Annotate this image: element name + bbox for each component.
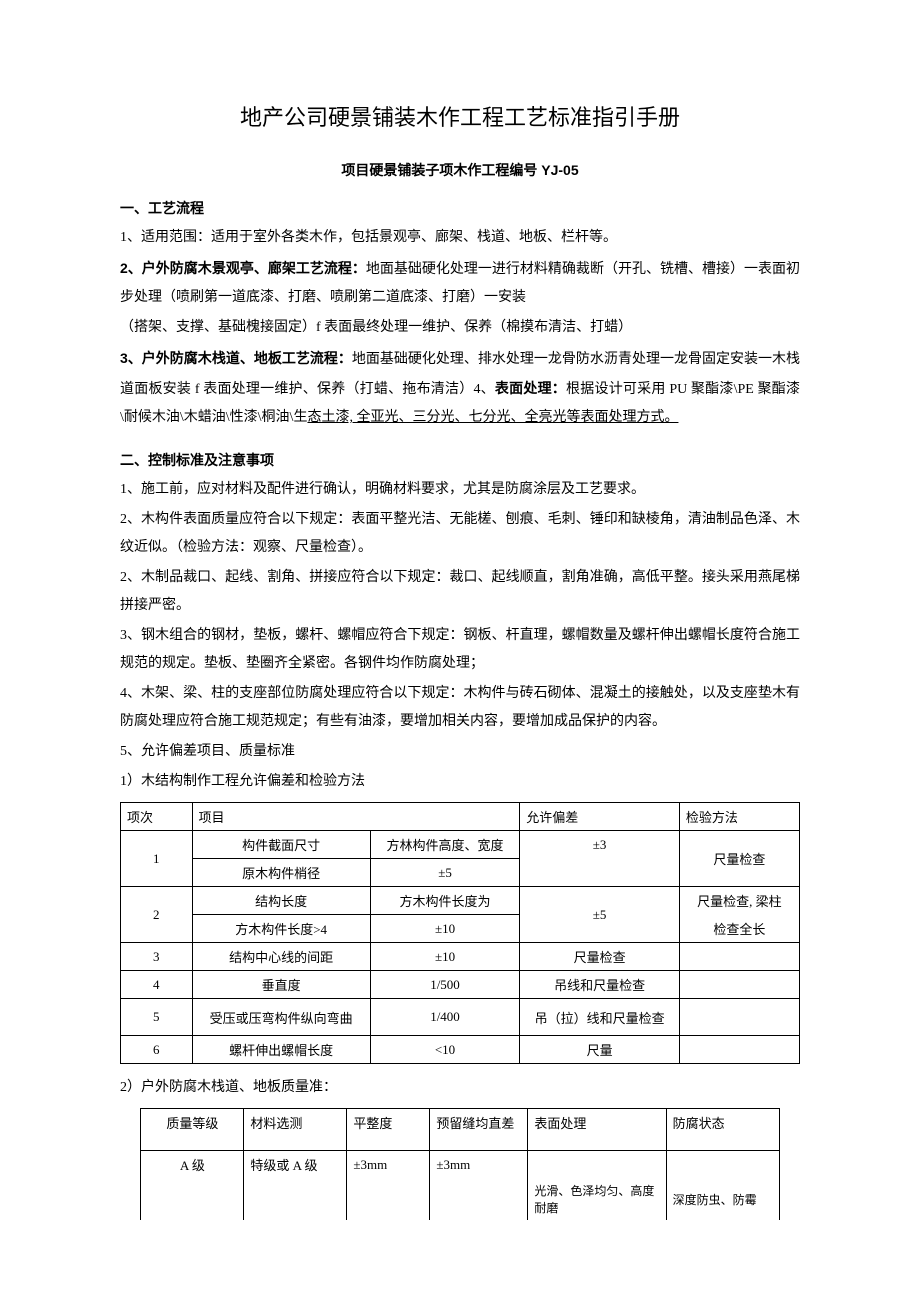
s2-p5: 5、允许偏差项目、质量标准 [120, 738, 800, 766]
table-row: 4 垂直度 1/500 吊线和尺量检查 [121, 971, 800, 999]
cell: 垂直度 [192, 971, 370, 999]
s2-p2b: 2、木制品裁口、起线、割角、拼接应符合以下规定：裁口、起线顺直，割角准确，高低平… [120, 564, 800, 620]
cell: 受压或压弯构件纵向弯曲 [192, 999, 370, 1036]
s1-p3: 3、户外防腐木栈道、地板工艺流程：地面基础硬化处理、排水处理一龙骨防水沥青处理一… [120, 344, 800, 432]
cell [666, 1151, 779, 1179]
table-row: 项次 项目 允许偏差 检验方法 [121, 803, 800, 831]
table-row: 6 螺杆伸出螺帽长度 <10 尺量 [121, 1036, 800, 1064]
cell: A 级 [141, 1151, 244, 1179]
cell [679, 1036, 799, 1064]
th-seq: 项次 [121, 803, 193, 831]
th: 质量等级 [141, 1109, 244, 1151]
cell [520, 859, 680, 887]
s1-p3c: 表面处理： [495, 380, 566, 396]
cell: 尺量检查, 梁柱 [679, 887, 799, 915]
s2-p2: 2、木构件表面质量应符合以下规定：表面平整光洁、无能槎、刨痕、毛刺、锤印和缺棱角… [120, 506, 800, 562]
cell [679, 999, 799, 1036]
cell: 方林构件高度、宽度 [370, 831, 520, 859]
table-row: A 级 特级或 A 级 ±3mm ±3mm [141, 1151, 779, 1179]
cell: 结构中心线的间距 [192, 943, 370, 971]
cell: 结构长度 [192, 887, 370, 915]
table-2: 质量等级 材料选测 平整度 预留缝均直差 表面处理 防腐状态 A 级 特级或 A… [140, 1108, 779, 1220]
th: 防腐状态 [666, 1109, 779, 1151]
cell: 吊线和尺量检查 [520, 971, 680, 999]
cell: ±10 [370, 943, 520, 971]
cell [679, 971, 799, 999]
s1-p3e: 态土漆, 全亚光、三分光、七分光、全亮光等表面处理方式。 [307, 410, 678, 425]
cell: 尺量检查 [520, 943, 680, 971]
cell [528, 1151, 666, 1179]
table-row: 1 构件截面尺寸 方林构件高度、宽度 ±3 尺量检查 [121, 831, 800, 859]
s1-p2-label: 2、户外防腐木景观亭、廊架工艺流程： [120, 260, 366, 276]
table-1: 项次 项目 允许偏差 检验方法 1 构件截面尺寸 方林构件高度、宽度 ±3 尺量… [120, 802, 800, 1064]
s2-p4: 4、木架、梁、柱的支座部位防腐处理应符合以下规定：木构件与砖石砌体、混凝土的接触… [120, 680, 800, 736]
table-row: 3 结构中心线的间距 ±10 尺量检查 [121, 943, 800, 971]
cell: ±10 [370, 915, 520, 943]
cell: 原木构件梢径 [192, 859, 370, 887]
cell: 1/400 [370, 999, 520, 1036]
cell: 1/500 [370, 971, 520, 999]
table-row: 质量等级 材料选测 平整度 预留缝均直差 表面处理 防腐状态 [141, 1109, 779, 1151]
th: 平整度 [347, 1109, 430, 1151]
th: 预留缝均直差 [430, 1109, 528, 1151]
doc-subtitle: 项目硬景铺装子项木作工程编号 YJ-05 [120, 160, 800, 180]
s2-p3: 3、钢木组合的钢材，垫板，螺杆、螺帽应符合下规定：钢板、杆直理，螺帽数量及螺杆伸… [120, 622, 800, 678]
s2-p1: 1、施工前，应对材料及配件进行确认，明确材料要求，尤其是防腐涂层及工艺要求。 [120, 476, 800, 504]
cell: ±3mm [430, 1151, 528, 1179]
t2-head: 2）户外防腐木栈道、地板质量准： [120, 1074, 800, 1102]
cell: 5 [121, 999, 193, 1036]
doc-title: 地产公司硬景铺装木作工程工艺标准指引手册 [120, 100, 800, 132]
s1-p2c: （搭架、支撑、基础槐接固定）f 表面最终处理一维护、保养（棉摸布清洁、打蜡） [120, 314, 800, 342]
cell: 尺量检查 [679, 831, 799, 887]
table-row: 2 结构长度 方木构件长度为 ±5 尺量检查, 梁柱 [121, 887, 800, 915]
cell: ±5 [370, 859, 520, 887]
section-2-head: 二、控制标准及注意事项 [120, 450, 800, 470]
cell: 检查全长 [679, 915, 799, 943]
cell: ±3mm [347, 1151, 430, 1179]
cell: 2 [121, 887, 193, 943]
cell [244, 1178, 347, 1220]
cell: 构件截面尺寸 [192, 831, 370, 859]
cell: ±5 [520, 887, 680, 943]
cell [141, 1178, 244, 1220]
cell [430, 1178, 528, 1220]
cell: 吊（拉）线和尺量检查 [520, 999, 680, 1036]
section-1-head: 一、工艺流程 [120, 198, 800, 218]
cell: 方木构件长度为 [370, 887, 520, 915]
table-row: 光滑、色泽均匀、高度耐磨 深度防虫、防霉 [141, 1178, 779, 1220]
s1-p3-label: 3、户外防腐木栈道、地板工艺流程： [120, 350, 352, 366]
cell: 6 [121, 1036, 193, 1064]
cell: 特级或 A 级 [244, 1151, 347, 1179]
table-row: 方木构件长度>4 ±10 检查全长 [121, 915, 800, 943]
th-tol: 允许偏差 [520, 803, 680, 831]
cell: 尺量 [520, 1036, 680, 1064]
cell: 螺杆伸出螺帽长度 [192, 1036, 370, 1064]
table-row: 5 受压或压弯构件纵向弯曲 1/400 吊（拉）线和尺量检查 [121, 999, 800, 1036]
cell [347, 1178, 430, 1220]
th-item: 项目 [192, 803, 520, 831]
cell: 1 [121, 831, 193, 887]
th: 材料选测 [244, 1109, 347, 1151]
document-page: 地产公司硬景铺装木作工程工艺标准指引手册 项目硬景铺装子项木作工程编号 YJ-0… [0, 0, 920, 1290]
cell: 3 [121, 943, 193, 971]
s2-p6: 1）木结构制作工程允许偏差和检验方法 [120, 768, 800, 796]
s1-p1: 1、适用范围：适用于室外各类木作，包括景观亭、廊架、栈道、地板、栏杆等。 [120, 224, 800, 252]
cell: 光滑、色泽均匀、高度耐磨 [528, 1178, 666, 1220]
cell: 方木构件长度>4 [192, 915, 370, 943]
cell: 深度防虫、防霉 [666, 1178, 779, 1220]
s1-p2: 2、户外防腐木景观亭、廊架工艺流程：地面基础硬化处理一进行材料精确裁断（开孔、铣… [120, 254, 800, 312]
th: 表面处理 [528, 1109, 666, 1151]
cell: <10 [370, 1036, 520, 1064]
cell [679, 943, 799, 971]
cell: 4 [121, 971, 193, 999]
th-method: 检验方法 [679, 803, 799, 831]
cell: ±3 [520, 831, 680, 859]
